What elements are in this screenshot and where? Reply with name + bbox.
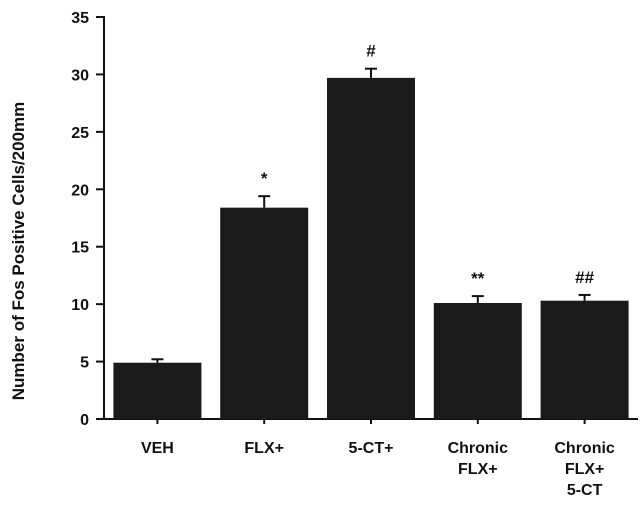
y-tick-label: 10: [71, 297, 89, 314]
bars: * # ** ##: [113, 42, 629, 420]
significance-marker: **: [471, 269, 485, 288]
x-tick-label: VEH: [141, 440, 174, 457]
bar: [327, 77, 415, 420]
bar: [113, 362, 202, 419]
significance-marker: #: [366, 42, 376, 61]
significance-marker: *: [261, 169, 268, 188]
y-tick-label: 30: [71, 67, 89, 84]
y-tick-label: 25: [71, 125, 89, 142]
x-tick-label: Chronic FLX+ 5-CT: [554, 440, 615, 499]
y-tick-label: 35: [71, 10, 89, 27]
y-tick-label: 0: [80, 412, 89, 429]
y-tick-label: 15: [71, 240, 89, 257]
category-labels: VEH FLX+ 5-CT+ Chronic FLX+ Chronic FLX+ 5-CT: [141, 440, 615, 499]
bar: [433, 302, 522, 419]
y-tick-label: 20: [71, 182, 89, 199]
significance-marker: ##: [575, 268, 594, 287]
bar: [540, 300, 629, 419]
x-tick-label: 5-CT+: [349, 440, 394, 457]
x-tick-label: Chronic FLX+: [448, 440, 509, 478]
x-tick-label: FLX+: [244, 440, 284, 457]
y-tick-label: 5: [80, 355, 89, 372]
y-axis-label: Number of Fos Positive Cells/200mm: [9, 102, 28, 401]
bar: [220, 207, 309, 419]
